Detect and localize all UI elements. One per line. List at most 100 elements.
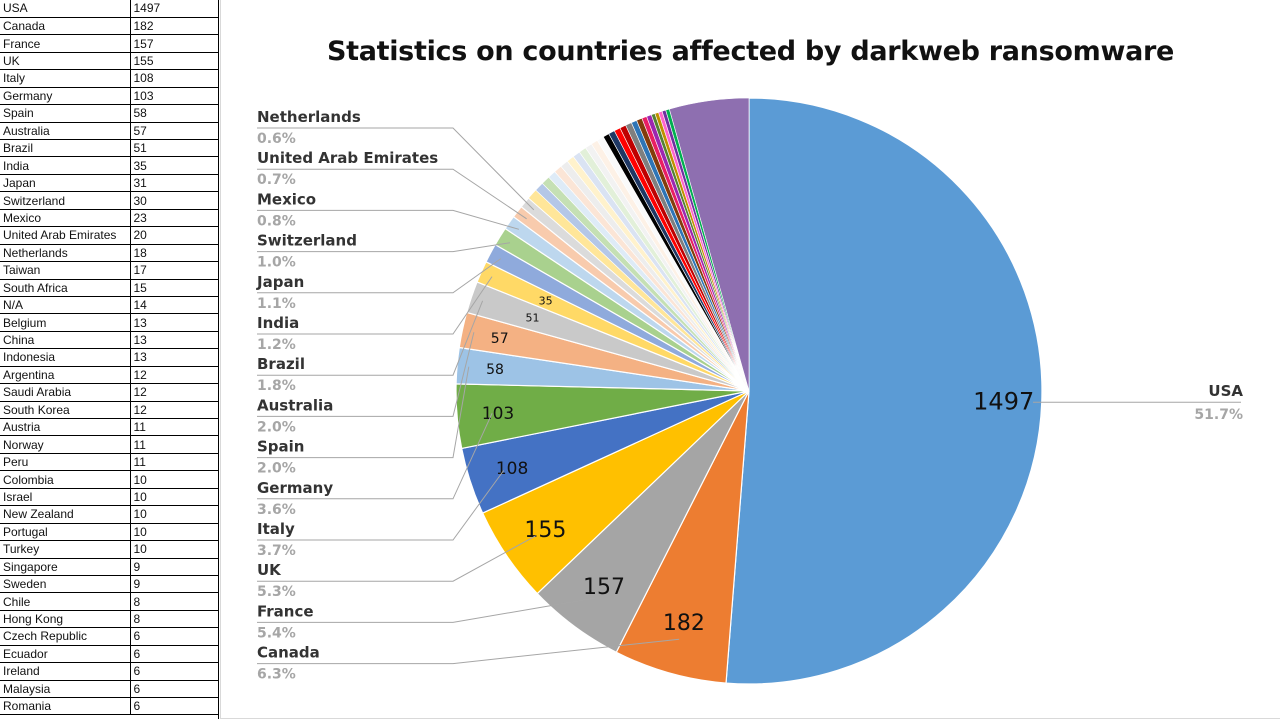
table-row: Hong Kong 8 — [0, 610, 218, 629]
country-cell: Netherlands — [0, 244, 131, 263]
leader-line — [257, 597, 596, 623]
count-cell: 6 — [130, 662, 218, 681]
country-cell: Ecuador — [0, 645, 131, 664]
country-cell: Portugal — [0, 523, 131, 542]
country-cell: United Arab Emirates — [0, 226, 131, 245]
count-cell: 12 — [130, 383, 218, 402]
slice-value-label: 1497 — [973, 388, 1034, 416]
count-cell: 6 — [130, 645, 218, 664]
leader-line — [257, 168, 527, 220]
svg-text:Switzerland: Switzerland — [257, 232, 357, 250]
svg-text:0.7%: 0.7% — [257, 172, 296, 188]
table-row: France 157 — [0, 34, 218, 53]
table-row: Australia 57 — [0, 122, 218, 141]
count-cell: 18 — [130, 244, 218, 263]
leader-line — [257, 332, 475, 417]
svg-text:5.3%: 5.3% — [257, 584, 296, 600]
legend-label-netherlands: Netherlands 0.6% — [257, 108, 535, 211]
count-cell: 6 — [130, 627, 218, 646]
table-row: Brazil 51 — [0, 139, 218, 158]
count-cell: 9 — [130, 558, 218, 576]
country-cell: Ireland — [0, 662, 131, 681]
svg-text:1.1%: 1.1% — [257, 296, 296, 312]
svg-text:2.0%: 2.0% — [257, 461, 296, 477]
table-row: Portugal 10 — [0, 523, 218, 542]
count-cell: 11 — [130, 418, 218, 437]
table-row: Italy 108 — [0, 69, 218, 88]
leader-line — [257, 638, 680, 665]
svg-text:3.6%: 3.6% — [257, 502, 296, 518]
table-row: Austria 11 — [0, 418, 218, 437]
leader-line — [257, 127, 535, 211]
count-cell: 155 — [130, 52, 218, 71]
table-row: N/A 14 — [0, 296, 218, 315]
country-cell: Brazil — [0, 139, 131, 158]
table-row: Ecuador 6 — [0, 645, 218, 664]
pie-chart-area: Statistics on countries affected by dark… — [220, 0, 1280, 719]
country-cell: Austria — [0, 418, 131, 437]
count-cell: 10 — [130, 505, 218, 524]
country-cell: Norway — [0, 435, 131, 454]
country-cell: Colombia — [0, 470, 131, 489]
svg-text:2.0%: 2.0% — [257, 419, 296, 435]
count-cell: 10 — [130, 470, 218, 489]
count-cell: 31 — [130, 174, 218, 193]
legend-label-brazil: Brazil 1.8% — [257, 300, 484, 394]
count-cell: 51 — [130, 139, 218, 158]
svg-text:Australia: Australia — [257, 396, 333, 414]
country-cell: N/A — [0, 296, 131, 315]
slice-value-label: 57 — [491, 331, 509, 347]
legend-label-japan: Japan 1.1% — [256, 258, 502, 312]
count-cell: 1497 — [130, 0, 218, 18]
count-cell: 9 — [130, 575, 218, 594]
svg-text:Italy: Italy — [257, 520, 295, 538]
svg-text:Brazil: Brazil — [257, 355, 305, 373]
table-row: New Zealand 10 — [0, 505, 218, 524]
count-cell: 23 — [130, 209, 218, 228]
country-cell: Israel — [0, 488, 131, 507]
count-cell: 13 — [130, 331, 218, 350]
table-row: Colombia 10 — [0, 470, 218, 489]
leader-line — [257, 242, 511, 253]
leader-line — [257, 413, 493, 500]
svg-text:1.0%: 1.0% — [257, 255, 296, 271]
country-cell: Peru — [0, 453, 131, 472]
legend-label-france: France 5.4% — [257, 597, 596, 641]
count-cell: 103 — [130, 87, 218, 106]
table-row: Switzerland 30 — [0, 191, 218, 210]
svg-text:UK: UK — [257, 561, 282, 579]
count-cell: 15 — [130, 279, 218, 297]
country-cell: Taiwan — [0, 261, 131, 280]
count-cell: 17 — [130, 261, 218, 280]
table-row: Mexico 23 — [0, 209, 218, 228]
legend-label-india: India 1.2% — [257, 276, 493, 353]
pie-chart: 1497 182 157 155 108 103 58 57 51 35 Netherlands 0.… — [256, 97, 1243, 685]
table-row: Japan 31 — [0, 174, 218, 193]
slice-value-label: 155 — [524, 518, 566, 543]
svg-text:Spain: Spain — [257, 438, 304, 456]
svg-text:USA: USA — [1208, 382, 1243, 400]
count-cell: 10 — [130, 523, 218, 542]
leader-line — [257, 209, 520, 230]
count-cell: 8 — [130, 610, 218, 629]
country-cell: Romania — [0, 697, 131, 716]
country-cell: Canada — [0, 17, 131, 36]
country-cell: New Zealand — [0, 505, 131, 524]
country-cell: France — [0, 34, 131, 53]
country-cell: Czech Republic — [0, 627, 131, 646]
legend-label-canada: Canada 6.3% — [257, 638, 680, 683]
table-row: Germany 103 — [0, 87, 218, 106]
svg-text:0.8%: 0.8% — [257, 213, 296, 229]
legend-label-united-arab-emirates: United Arab Emirates 0.7% — [257, 149, 527, 220]
leader-line — [257, 366, 470, 459]
country-cell: Switzerland — [0, 191, 131, 210]
leader-line — [257, 258, 502, 294]
svg-text:Netherlands: Netherlands — [257, 108, 361, 126]
svg-text:1.2%: 1.2% — [257, 337, 296, 353]
leader-line — [257, 470, 505, 541]
country-cell: South Africa — [0, 279, 131, 297]
table-row: Taiwan 17 — [0, 261, 218, 280]
country-cell: USA — [0, 0, 131, 18]
table-row: Canada 182 — [0, 17, 218, 36]
table-row: South Korea 12 — [0, 401, 218, 420]
